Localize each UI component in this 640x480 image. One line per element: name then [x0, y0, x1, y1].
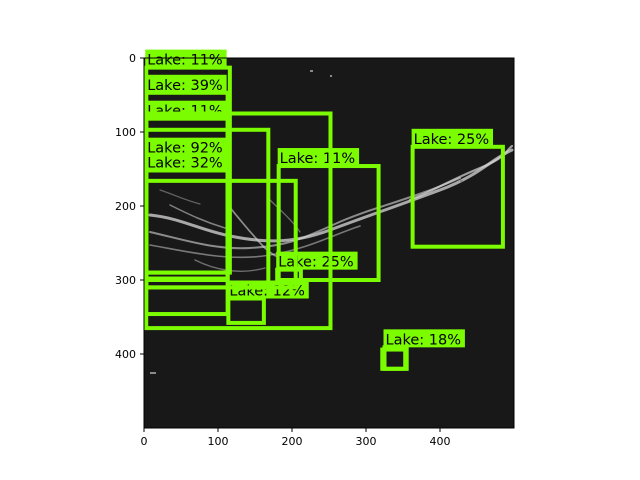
speckle — [150, 372, 156, 374]
label-background — [145, 74, 227, 93]
detection — [380, 347, 408, 371]
x-ticks: 0 100 200 300 400 — [141, 428, 451, 448]
y-tick-label: 100 — [115, 126, 136, 139]
speckle — [310, 70, 313, 72]
y-tick-label: 200 — [115, 200, 136, 213]
x-tick-label: 300 — [356, 435, 377, 448]
bounding-box — [144, 178, 298, 290]
x-tick-label: 100 — [208, 435, 229, 448]
detection-label: Lake: 25% — [414, 132, 490, 148]
detection: Lake: 25% — [410, 128, 505, 249]
detection-label: Lake: 18% — [386, 332, 462, 348]
speckle — [460, 180, 463, 182]
image-frame — [143, 57, 515, 429]
detection — [144, 178, 298, 290]
y-ticks: 0 100 200 300 400 — [115, 52, 144, 361]
image-panel: Lake: 11%Lake: 39%Lake: 11%Lake: 92%Lake… — [144, 49, 514, 428]
label-background — [145, 152, 227, 171]
label-background — [145, 49, 227, 68]
y-tick-label: 300 — [115, 274, 136, 287]
label-background — [411, 128, 494, 147]
speckle — [330, 75, 332, 77]
x-tick-label: 200 — [282, 435, 303, 448]
detection-label: Lake: 25% — [278, 255, 354, 271]
detection-boxes: Lake: 11%Lake: 39%Lake: 11%Lake: 92%Lake… — [144, 49, 505, 371]
detection-label: Lake: 11% — [280, 151, 356, 167]
label-background — [227, 280, 309, 299]
bounding-box — [380, 347, 408, 371]
detection: Lake: 32% — [144, 152, 230, 317]
y-tick-label: 0 — [129, 52, 136, 65]
detection-label: Lake: 39% — [147, 78, 223, 94]
x-tick-label: 0 — [141, 435, 148, 448]
label-background — [145, 137, 227, 156]
x-tick-label: 400 — [430, 435, 451, 448]
detection: Lake: 11% — [276, 148, 381, 282]
detection-label: Lake: 11% — [147, 53, 223, 69]
detection-label: Lake: 32% — [147, 155, 223, 171]
y-tick-label: 400 — [115, 348, 136, 361]
label-background — [277, 148, 360, 167]
label-background — [383, 329, 465, 348]
detection: Lake: 39% — [144, 74, 230, 275]
